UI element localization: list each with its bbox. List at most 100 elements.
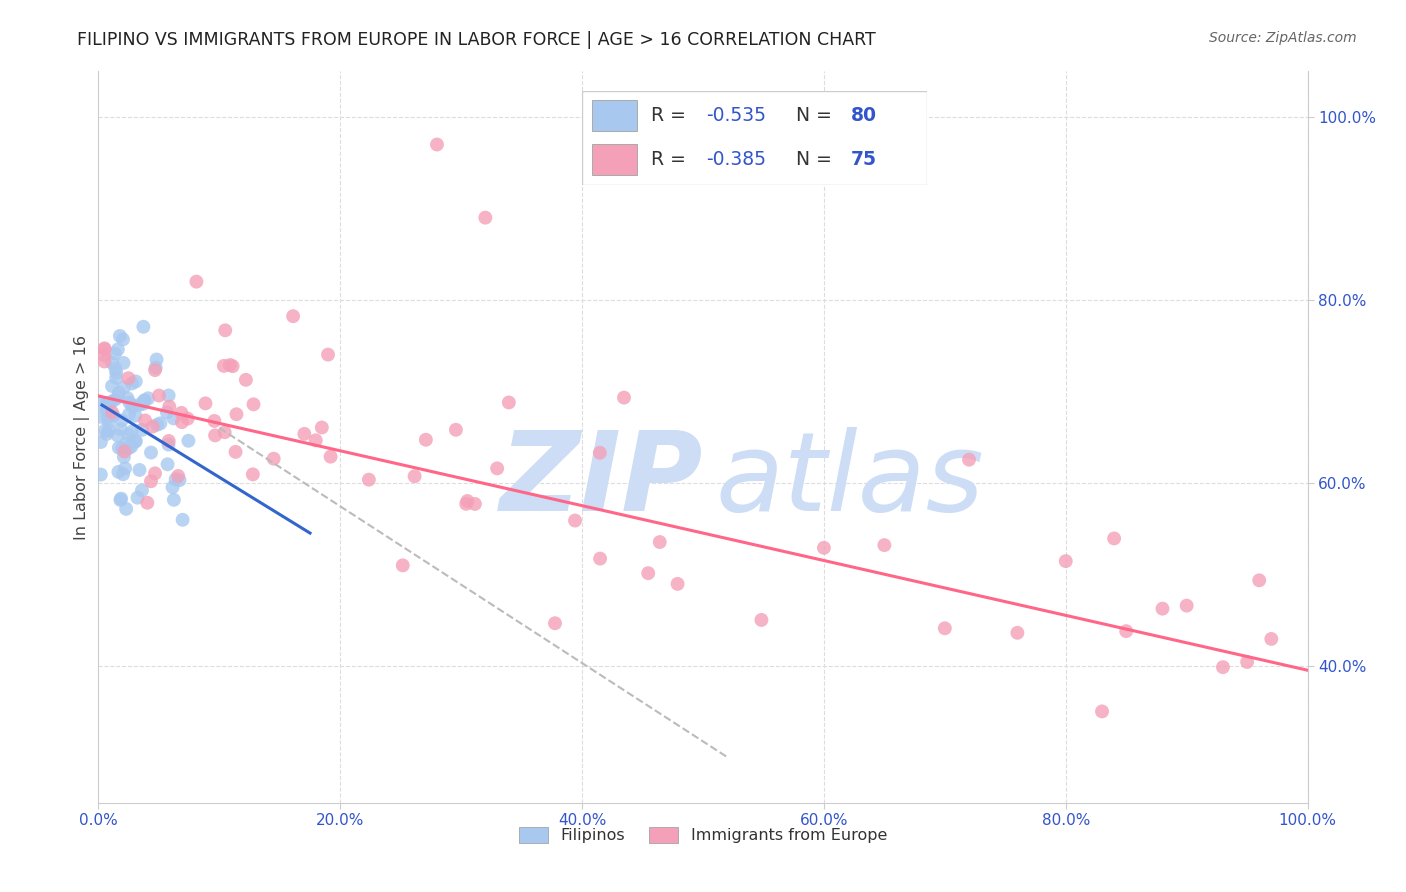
Point [142, 419, 165, 434]
Point [162, 411, 184, 425]
Point [118, 395, 141, 409]
Point [169, 473, 191, 487]
Point [110, 492, 132, 507]
Point [456, 497, 478, 511]
Point [124, 409, 146, 423]
Point [125, 434, 148, 449]
Point [132, 319, 155, 334]
Text: atlas: atlas [716, 427, 984, 534]
Point [107, 428, 129, 442]
Point [103, 409, 125, 423]
Y-axis label: In Labor Force | Age > 16: In Labor Force | Age > 16 [75, 334, 90, 540]
Point [456, 494, 478, 508]
Point [873, 538, 896, 552]
Point [813, 541, 835, 555]
Point [156, 458, 179, 472]
Point [108, 441, 131, 455]
Point [165, 472, 187, 486]
Point [177, 411, 200, 425]
Point [281, 309, 304, 323]
Point [444, 423, 467, 437]
Point [263, 451, 285, 466]
Point [125, 375, 148, 389]
Point [134, 393, 156, 408]
Point [100, 395, 122, 409]
Point [107, 390, 129, 404]
Point [124, 434, 146, 449]
Point [118, 441, 141, 455]
Point [404, 469, 426, 483]
Point [121, 400, 143, 414]
Point [112, 467, 135, 482]
Point [157, 437, 180, 451]
Point [136, 392, 159, 406]
Point [121, 376, 143, 391]
Point [104, 361, 127, 376]
Point [145, 360, 167, 375]
Point [167, 469, 190, 483]
Point [143, 467, 166, 481]
Point [96, 427, 118, 442]
Point [316, 348, 339, 362]
Point [1115, 624, 1137, 639]
Point [214, 323, 236, 337]
Point [111, 332, 134, 346]
Point [90, 396, 112, 410]
Point [105, 371, 128, 385]
Point [242, 397, 264, 411]
Point [391, 558, 413, 573]
Point [110, 422, 132, 436]
Point [1007, 625, 1029, 640]
Point [170, 406, 193, 420]
Point [1175, 599, 1198, 613]
Point [97, 410, 120, 425]
Point [1091, 705, 1114, 719]
Point [108, 385, 131, 400]
Point [648, 535, 671, 549]
Point [117, 371, 139, 385]
Point [162, 480, 184, 494]
Point [132, 394, 155, 409]
Point [157, 388, 180, 402]
Point [934, 621, 956, 635]
Point [415, 433, 437, 447]
Point [589, 446, 612, 460]
Point [225, 407, 247, 421]
Point [186, 275, 208, 289]
Point [637, 566, 659, 581]
Point [120, 440, 142, 454]
Point [146, 417, 169, 432]
Point [148, 388, 170, 402]
Point [177, 434, 200, 448]
Point [101, 405, 124, 419]
Point [97, 396, 120, 410]
Point [319, 450, 342, 464]
Point [242, 467, 264, 482]
Point [544, 616, 567, 631]
Point [115, 501, 138, 516]
Text: FILIPINO VS IMMIGRANTS FROM EUROPE IN LABOR FORCE | AGE > 16 CORRELATION CHART: FILIPINO VS IMMIGRANTS FROM EUROPE IN LA… [77, 31, 876, 49]
Point [156, 405, 179, 419]
Point [121, 425, 143, 439]
Point [589, 551, 612, 566]
Point [170, 415, 193, 429]
Point [132, 397, 155, 411]
Point [204, 428, 226, 442]
Point [426, 137, 449, 152]
Point [498, 395, 520, 409]
Point [108, 329, 131, 343]
Point [139, 475, 162, 489]
Point [139, 445, 162, 459]
Point [157, 434, 180, 448]
Point [114, 461, 136, 475]
Point [219, 358, 242, 372]
Point [292, 426, 315, 441]
Point [128, 398, 150, 412]
Point [221, 359, 243, 374]
Point [1102, 532, 1125, 546]
Point [127, 491, 149, 505]
Point [486, 461, 509, 475]
Point [110, 491, 132, 506]
Point [105, 366, 128, 380]
Point [111, 441, 134, 455]
